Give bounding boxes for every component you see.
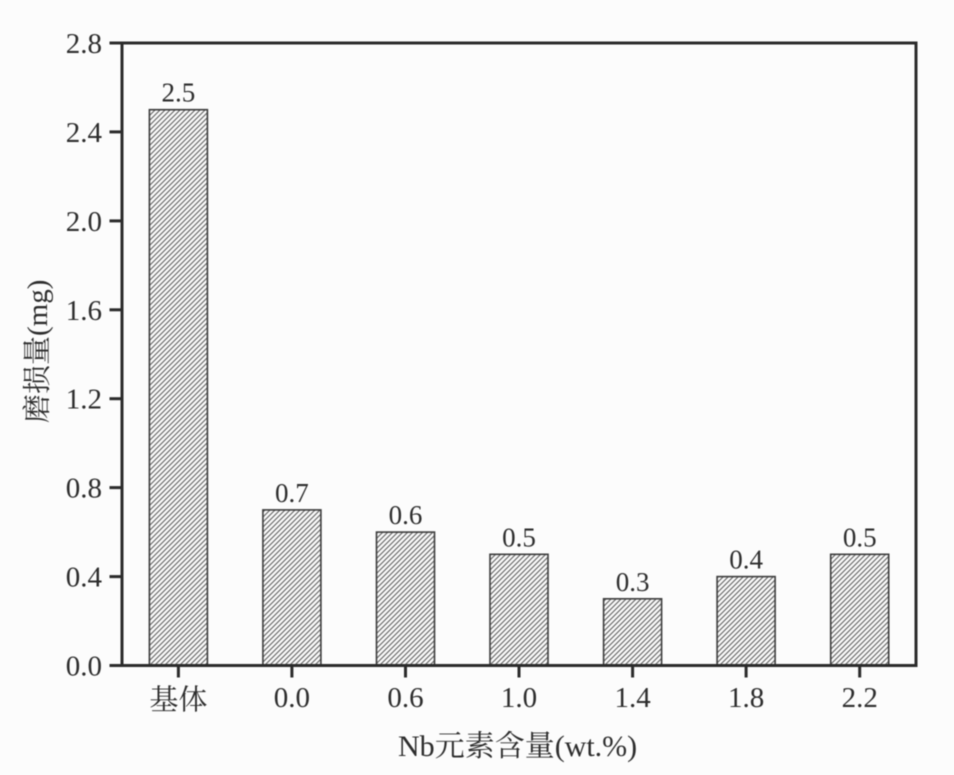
svg-text:0.4: 0.4: [66, 562, 103, 594]
svg-text:2.0: 2.0: [66, 206, 102, 238]
svg-text:(mg): (mg): [22, 280, 54, 336]
svg-text:0.6: 0.6: [387, 682, 423, 714]
svg-text:0.5: 0.5: [843, 522, 877, 552]
svg-text:1.4: 1.4: [614, 682, 651, 714]
svg-text:Nb: Nb: [398, 730, 435, 763]
svg-text:2.5: 2.5: [162, 78, 196, 108]
svg-text:0.4: 0.4: [729, 545, 763, 575]
svg-text:0.0: 0.0: [66, 651, 102, 683]
svg-text:2.8: 2.8: [66, 28, 102, 60]
svg-text:0.7: 0.7: [275, 478, 309, 508]
svg-text:0.8: 0.8: [66, 473, 102, 505]
svg-text:0.5: 0.5: [502, 522, 536, 552]
svg-text:(wt.%): (wt.%): [555, 730, 637, 763]
svg-text:2.2: 2.2: [842, 682, 878, 714]
svg-text:1.0: 1.0: [501, 682, 537, 714]
svg-text:0.3: 0.3: [616, 567, 650, 597]
svg-text:1.8: 1.8: [728, 682, 764, 714]
svg-text:1.6: 1.6: [66, 295, 102, 327]
svg-text:0.6: 0.6: [389, 500, 423, 530]
svg-text:0.0: 0.0: [274, 682, 310, 714]
svg-text:1.2: 1.2: [66, 384, 102, 416]
svg-text:2.4: 2.4: [66, 117, 103, 149]
